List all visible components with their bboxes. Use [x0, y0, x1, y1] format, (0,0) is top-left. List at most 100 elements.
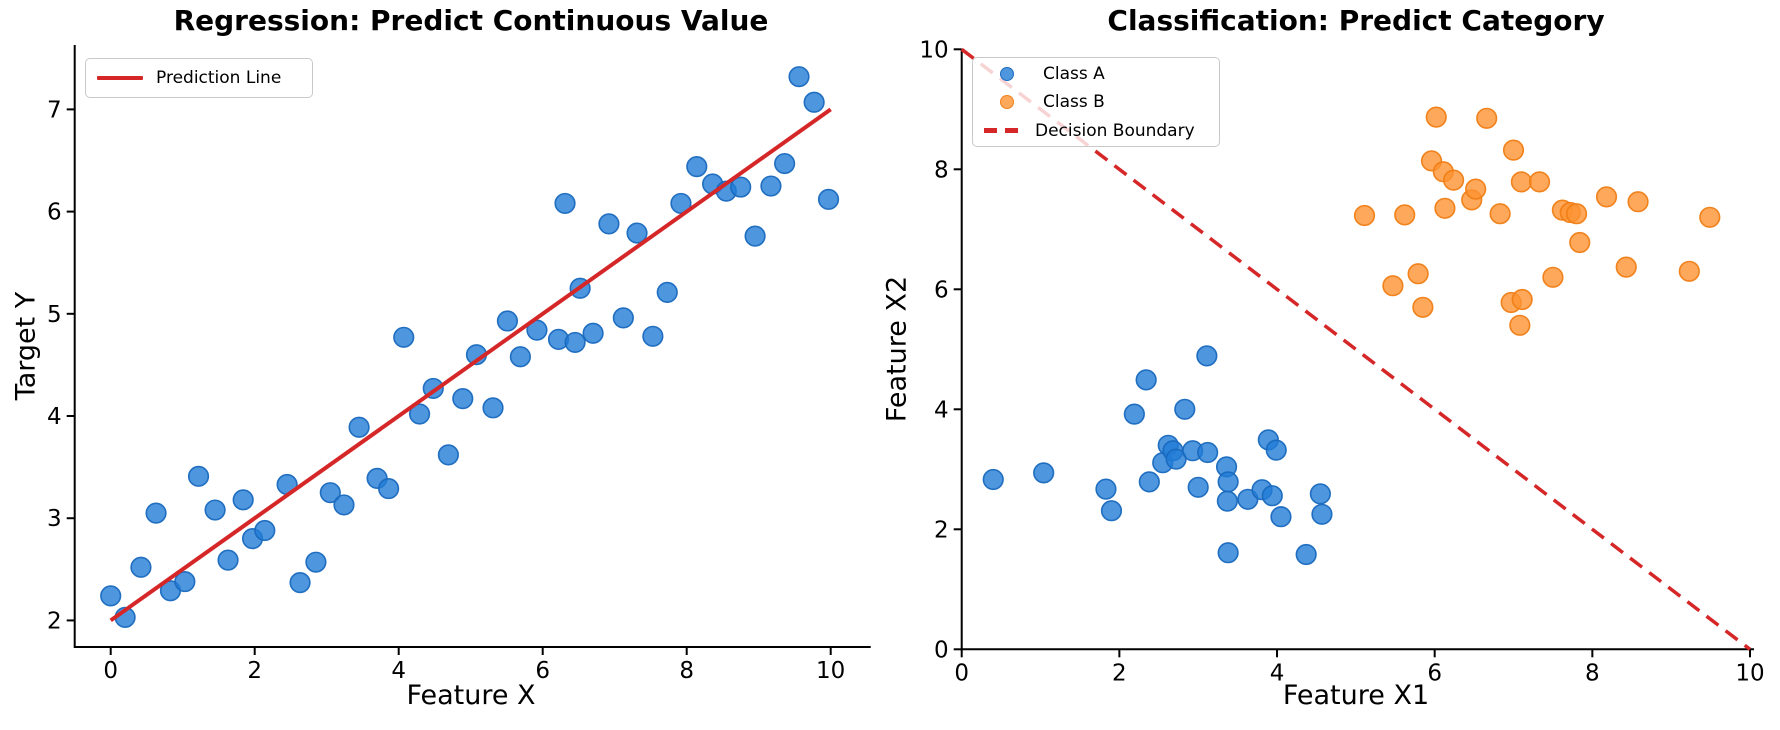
classification-class-b-point [1542, 266, 1564, 288]
regression-data-point [744, 225, 766, 247]
classification-class-a-point [1197, 441, 1219, 464]
class-b-dot-icon [984, 95, 1030, 109]
regression-data-point [408, 403, 431, 425]
classification-class-b-point [1511, 288, 1533, 311]
classification-class-a-point [1311, 503, 1333, 525]
prediction-line-swatch-icon [97, 75, 143, 81]
classification-class-b-point [1382, 275, 1404, 297]
classification-class-a-point [1216, 490, 1238, 512]
regression-data-point [496, 310, 519, 332]
regression-data-point [686, 156, 708, 178]
regression-data-point [452, 388, 474, 410]
regression-data-point [393, 326, 415, 348]
regression-data-point [803, 91, 825, 113]
regression-axis-spines [73, 45, 871, 648]
regression-y-tick-label: 5 [47, 302, 62, 328]
regression-y-axis-label: Target Y [10, 291, 42, 401]
regression-data-point [612, 307, 634, 329]
classification-class-a-point [1196, 345, 1218, 367]
classification-class-a-point [1095, 478, 1117, 500]
classification-x-axis-label: Feature X1 [1282, 680, 1430, 711]
classification-x-tick-label: 10 [1735, 660, 1764, 686]
regression-data-point [482, 397, 504, 419]
regression-x-tick-label: 0 [103, 658, 118, 684]
regression-legend: Prediction Line [85, 58, 313, 98]
legend-item-class-b: Class B [984, 89, 1219, 115]
decision-boundary-dash-icon [984, 128, 1022, 133]
regression-data-point [100, 585, 122, 607]
classification-class-a-point [1165, 448, 1187, 470]
classification-class-b-point [1489, 203, 1511, 225]
classification-class-b-point [1565, 203, 1588, 225]
class-a-dot-icon [984, 66, 1030, 81]
regression-y-tick-label: 2 [47, 608, 62, 634]
regression-data-point [437, 444, 459, 466]
classification-y-tick-label: 0 [934, 637, 949, 663]
classification-class-a-point [1135, 369, 1157, 391]
classification-y-tick-label: 10 [919, 37, 948, 63]
classification-class-b-point [1407, 263, 1429, 285]
regression-data-point [788, 66, 810, 88]
classification-class-b-point [1615, 256, 1637, 278]
classification-x-tick-label: 2 [1112, 660, 1127, 686]
classification-class-a-point [1100, 500, 1123, 522]
regression-data-point [656, 281, 678, 303]
classification-x-tick-label: 0 [954, 660, 969, 686]
classification-class-b-point [1425, 106, 1447, 128]
regression-data-point [204, 499, 226, 521]
regression-data-point [554, 192, 576, 215]
classification-class-b-point [1678, 260, 1700, 282]
classification-class-a-point [1138, 471, 1160, 493]
classification-class-b-point [1595, 186, 1618, 208]
regression-data-point [217, 549, 239, 571]
regression-data-point [774, 152, 796, 175]
classification-y-axis-label: Feature X2 [881, 275, 913, 423]
classification-chart-title: Classification: Predict Category [1107, 4, 1605, 37]
regression-x-axis-label: Feature X [406, 680, 536, 711]
classification-class-b-point [1353, 204, 1376, 227]
regression-data-point [642, 325, 664, 347]
classification-class-b-point [1412, 296, 1434, 318]
classification-x-tick-label: 4 [1270, 660, 1285, 686]
classification-class-b-point [1510, 171, 1532, 193]
classification-class-b-point [1502, 139, 1525, 161]
regression-data-point [730, 176, 752, 198]
regression-data-point [145, 502, 167, 524]
regression-data-point [626, 222, 648, 244]
regression-x-tick-label: 10 [816, 658, 845, 684]
regression-chart-title: Regression: Predict Continuous Value [173, 4, 769, 37]
classification-class-b-point [1699, 206, 1721, 228]
regression-data-point [232, 489, 254, 511]
legend-label: Prediction Line [156, 68, 282, 88]
regression-data-point [760, 175, 782, 197]
classification-class-b-point [1509, 314, 1531, 336]
regression-data-point [670, 192, 692, 215]
regression-x-tick-label: 8 [679, 658, 694, 684]
regression-data-point [333, 494, 355, 516]
classification-class-b-point [1528, 171, 1551, 193]
classification-class-a-point [1309, 483, 1331, 505]
classification-class-a-point [1261, 485, 1283, 507]
classification-class-b-point [1394, 204, 1416, 226]
legend-item-class-a: Class A [984, 61, 1219, 87]
classification-x-tick-label: 8 [1585, 660, 1600, 686]
classification-legend: Class A Class B Decision Boundary [972, 57, 1220, 147]
classification-class-b-point [1434, 197, 1456, 219]
classification-class-a-point [1187, 476, 1209, 498]
classification-class-a-point [1033, 462, 1055, 484]
legend-label: Decision Boundary [1035, 120, 1195, 141]
legend-item-prediction-line: Prediction Line [97, 65, 312, 91]
legend-item-decision-boundary: Decision Boundary [984, 118, 1219, 144]
regression-data-point [174, 570, 196, 593]
classification-x-tick-label: 6 [1427, 660, 1442, 686]
classification-class-a-point [1217, 542, 1239, 564]
regression-data-point [598, 213, 620, 235]
regression-data-point [348, 416, 370, 438]
regression-data-point [378, 477, 400, 500]
classification-y-tick-label: 4 [934, 397, 949, 423]
regression-y-tick-label: 6 [47, 200, 62, 226]
regression-data-point [289, 572, 311, 594]
classification-class-b-point [1442, 169, 1465, 191]
legend-label: Class B [1043, 92, 1105, 112]
